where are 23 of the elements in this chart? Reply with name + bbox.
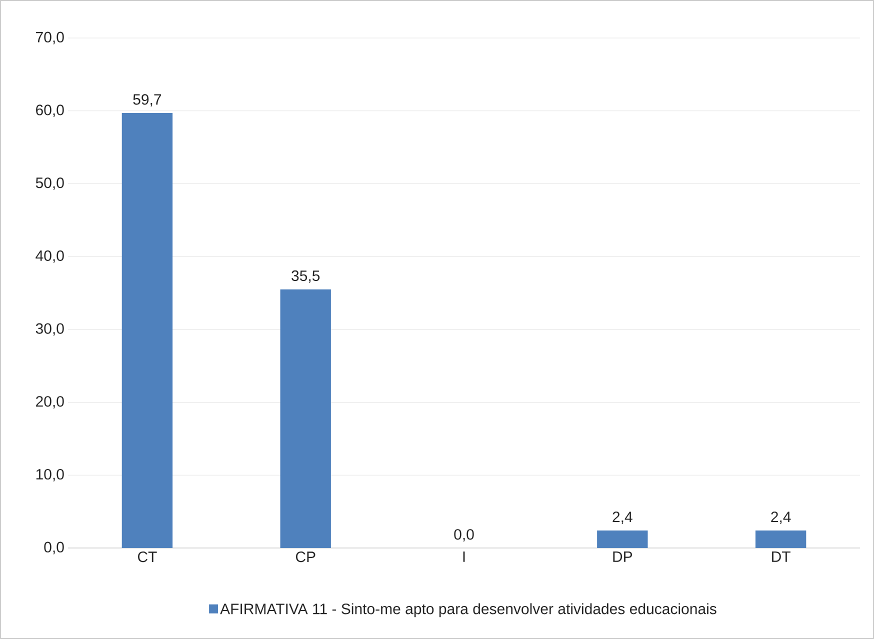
- data-label: 35,5: [292, 270, 320, 283]
- y-tick-label: 0,0: [44, 542, 64, 554]
- data-label: 2,4: [771, 512, 791, 524]
- y-tick-label: 60,0: [36, 104, 64, 118]
- data-label: 0,0: [454, 529, 474, 542]
- data-label: 2,4: [612, 512, 632, 524]
- x-tick-label: CP: [296, 552, 316, 562]
- legend-label: AFIRMATIVA 11 - Sinto-me apto para desenvolver atividades educacionais: [220, 603, 716, 618]
- y-tick-label: 10,0: [36, 468, 64, 482]
- y-tick-label: 30,0: [36, 323, 64, 336]
- data-label: 59,7: [133, 94, 162, 107]
- bar: [755, 530, 806, 548]
- y-tick-label: 20,0: [36, 396, 64, 408]
- x-tick-label: DT: [772, 552, 790, 562]
- x-tick-label: DP: [613, 552, 632, 562]
- bar: [122, 113, 173, 548]
- y-tick-label: 50,0: [36, 178, 64, 190]
- x-tick-label: I: [463, 552, 465, 562]
- y-tick-label: 40,0: [36, 250, 64, 263]
- bar: [280, 289, 331, 548]
- y-tick-label: 70,0: [36, 32, 64, 44]
- x-tick-label: CT: [138, 552, 157, 562]
- bar: [597, 530, 648, 548]
